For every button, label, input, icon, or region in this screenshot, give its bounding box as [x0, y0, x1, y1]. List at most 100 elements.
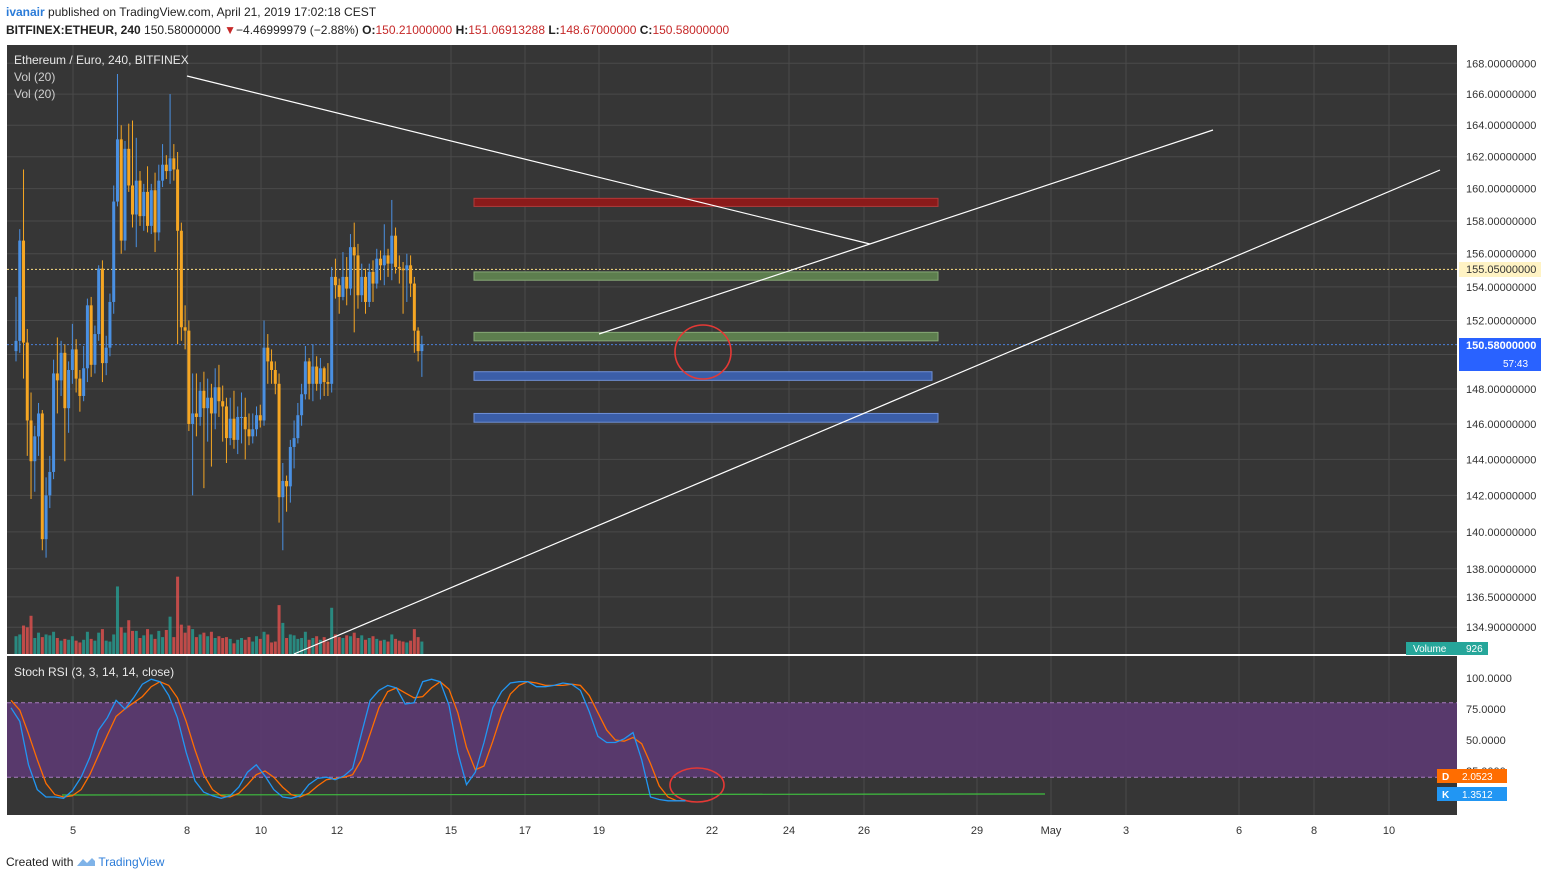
stoch-k-value: 1.3512 [1462, 790, 1493, 801]
candle-body [375, 258, 379, 284]
volume-bar [85, 631, 89, 654]
volume-bar [303, 631, 307, 654]
candle-body [206, 397, 210, 409]
time-axis[interactable] [7, 815, 1457, 843]
volume-bar [187, 625, 191, 654]
candle-body [82, 368, 86, 396]
price-axis[interactable] [1457, 45, 1541, 815]
volume-bar [285, 638, 289, 654]
grid-lines [7, 45, 1457, 815]
rsi-band-group [7, 702, 1457, 778]
volume-bar [142, 635, 146, 654]
volume-bar [371, 636, 375, 654]
horizontal-line-tag [1459, 262, 1541, 277]
candle-body [326, 382, 330, 384]
candle-body [221, 401, 225, 407]
candle-body [104, 347, 108, 364]
volume-bar [82, 639, 86, 654]
price-pane[interactable] [7, 45, 1457, 654]
candle-body [273, 369, 277, 384]
candle-body [330, 276, 334, 384]
volume-bar [172, 637, 176, 654]
volume-bar [104, 640, 108, 654]
volume-bar [108, 641, 112, 654]
candle-body [270, 361, 274, 370]
stoch-k-tag [1437, 787, 1507, 801]
candle-body [119, 139, 123, 241]
volume-bar [405, 642, 409, 654]
candle-body [277, 383, 281, 498]
volume-bar [217, 636, 221, 654]
candle-body [93, 334, 97, 365]
candle-body [18, 240, 22, 341]
volume-bar [52, 631, 56, 654]
resistance-zone [473, 197, 939, 207]
candle-body [100, 268, 104, 364]
candle-body [198, 390, 202, 417]
candle-body [386, 255, 390, 264]
candle-body [85, 305, 89, 369]
volume-bar [59, 640, 63, 654]
volume-bar [44, 634, 48, 654]
chart-title: Ethereum / Euro, 240, BITFINEX [14, 53, 189, 67]
volume-bar [97, 632, 101, 654]
open-value: 150.21000000 [375, 23, 453, 37]
candle-body [288, 446, 292, 487]
stoch-k-line [10, 678, 686, 802]
candles [14, 74, 424, 558]
candle-body [394, 235, 398, 267]
candle-body [397, 266, 401, 269]
candle-body [322, 368, 326, 383]
volume-bar [243, 639, 247, 654]
candle-body [363, 276, 367, 302]
last-price: 150.58000000 [144, 23, 221, 37]
volume-bar [194, 637, 198, 654]
x-tick-label: 24 [783, 825, 795, 837]
candle-body [89, 305, 93, 365]
candle-body [191, 413, 195, 424]
candle-body [228, 418, 232, 439]
candle-body [307, 361, 311, 384]
volume-bar [345, 635, 349, 654]
support-zone-blue [473, 371, 933, 381]
volume-bar [22, 625, 26, 654]
candle-countdown: 57:43 [1503, 359, 1528, 370]
author-link[interactable]: ivanair [6, 5, 45, 19]
volume-bar [228, 638, 232, 654]
candle-body [247, 429, 251, 437]
volume-bar [409, 640, 413, 654]
rsi-support-line [61, 793, 1046, 796]
volume-bar [386, 641, 390, 654]
candle-body [416, 330, 420, 352]
volume-bar [37, 632, 41, 654]
volume-bar [348, 636, 352, 654]
volume-bar [367, 638, 371, 654]
x-tick-label: 6 [1236, 825, 1242, 837]
candle-body [367, 271, 371, 302]
candle-body [266, 347, 270, 362]
candle-body [371, 271, 375, 284]
support-zone-green [473, 271, 939, 281]
volume-bar [161, 637, 165, 654]
volume-bar [191, 629, 195, 654]
candle-body [360, 276, 364, 296]
tradingview-brand-link[interactable]: TradingView [98, 855, 165, 869]
ascending-trend-line-lower [293, 169, 1441, 655]
stoch-d-line [10, 680, 686, 802]
volume-bar [239, 638, 243, 654]
rsi-y-tick-label: 100.0000 [1466, 673, 1512, 685]
volume-badge-value: 926 [1466, 644, 1483, 655]
candle-body [420, 344, 424, 352]
candle-body [239, 416, 243, 418]
volume-bar [360, 635, 364, 654]
chart-canvas[interactable]: 5 8 10 12 15 17 19 22 24 26 29 May 3 6 8 10 168.00000000… [0, 42, 1548, 850]
candle-body [142, 191, 146, 217]
volume-bar [258, 638, 262, 654]
y-tick-label: 144.00000000 [1466, 454, 1536, 466]
volume-bar [213, 638, 217, 654]
close-value: 150.58000000 [652, 23, 730, 37]
candle-body [149, 190, 153, 226]
candle-body [311, 366, 315, 384]
y-tick-label: 156.00000000 [1466, 249, 1536, 261]
volume-bar [300, 638, 304, 654]
